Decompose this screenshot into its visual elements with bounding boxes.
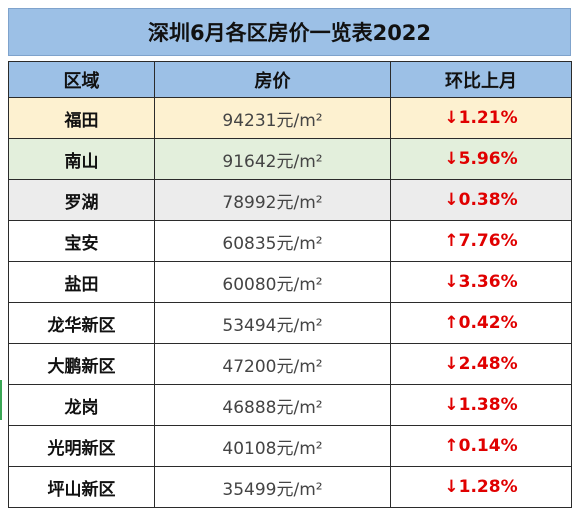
price-cell: 35499元/m² [154,466,391,508]
table-row: 南山 91642元/m² ↓5.96% [8,138,572,180]
price-cell: 78992元/m² [154,179,391,221]
change-cell: ↑0.42% [390,302,572,344]
district-cell: 福田 [8,97,155,139]
district-cell: 龙华新区 [8,302,155,344]
price-cell: 60835元/m² [154,220,391,262]
price-cell: 94231元/m² [154,97,391,139]
table-row: 福田 94231元/m² ↓1.21% [8,97,572,139]
table-row: 龙岗 46888元/m² ↓1.38% [8,384,572,426]
district-cell: 盐田 [8,261,155,303]
change-cell: ↓2.48% [390,343,572,385]
district-cell: 大鹏新区 [8,343,155,385]
price-cell: 91642元/m² [154,138,391,180]
change-cell: ↓5.96% [390,138,572,180]
district-cell: 宝安 [8,220,155,262]
table-title: 深圳6月各区房价一览表2022 [8,8,571,56]
district-cell: 龙岗 [8,384,155,426]
header-district: 区域 [8,61,155,98]
price-cell: 53494元/m² [154,302,391,344]
header-row: 区域 房价 环比上月 [8,61,572,98]
table-row: 盐田 60080元/m² ↓3.36% [8,261,572,303]
change-cell: ↓0.38% [390,179,572,221]
price-cell: 47200元/m² [154,343,391,385]
table-row: 坪山新区 35499元/m² ↓1.28% [8,466,572,508]
table-row: 光明新区 40108元/m² ↑0.14% [8,425,572,467]
change-cell: ↑7.76% [390,220,572,262]
header-change: 环比上月 [390,61,572,98]
price-table: 区域 房价 环比上月 福田 94231元/m² ↓1.21% 南山 91642元… [8,61,572,508]
district-cell: 罗湖 [8,179,155,221]
header-price: 房价 [154,61,391,98]
table-row: 宝安 60835元/m² ↑7.76% [8,220,572,262]
price-cell: 46888元/m² [154,384,391,426]
change-cell: ↓1.21% [390,97,572,139]
table-row: 龙华新区 53494元/m² ↑0.42% [8,302,572,344]
district-cell: 坪山新区 [8,466,155,508]
price-cell: 40108元/m² [154,425,391,467]
district-cell: 南山 [8,138,155,180]
edge-marker [0,380,2,420]
district-cell: 光明新区 [8,425,155,467]
table-row: 罗湖 78992元/m² ↓0.38% [8,179,572,221]
table-row: 大鹏新区 47200元/m² ↓2.48% [8,343,572,385]
change-cell: ↑0.14% [390,425,572,467]
change-cell: ↓1.28% [390,466,572,508]
price-cell: 60080元/m² [154,261,391,303]
change-cell: ↓3.36% [390,261,572,303]
change-cell: ↓1.38% [390,384,572,426]
